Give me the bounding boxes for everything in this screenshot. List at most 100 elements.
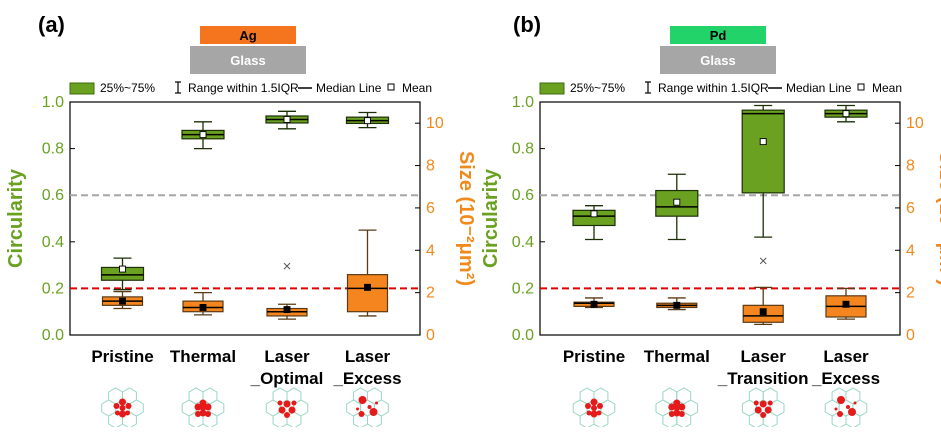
y-axis-title-right: Size (10⁻²μm²) — [935, 151, 941, 286]
particle-dot — [125, 410, 130, 416]
right-tick-label: 6 — [906, 200, 915, 217]
right-tick-label: 10 — [906, 115, 924, 132]
glass-substrate — [660, 46, 776, 74]
particle-dot — [764, 406, 772, 414]
glass-substrate-label: Glass — [700, 53, 735, 68]
glass-substrate — [190, 46, 306, 74]
particle-dot — [596, 410, 602, 416]
particle-pattern-1 — [181, 387, 225, 429]
particle-dot — [291, 400, 297, 406]
particle-dot — [590, 410, 598, 418]
legend-mean-swatch — [857, 83, 865, 91]
category-label-line1: Thermal — [170, 347, 236, 366]
particle-dot — [678, 411, 685, 417]
particle-dot — [195, 411, 201, 417]
outlier-marker — [759, 257, 767, 265]
particle-pattern-6 — [741, 387, 785, 429]
particle-dot — [119, 405, 126, 411]
category-label-line2: _Optimal — [250, 369, 324, 388]
particle-dot — [673, 399, 681, 407]
left-tick-label: 0.2 — [42, 280, 64, 297]
metal-layer — [200, 26, 296, 44]
left-tick-label: 0.2 — [512, 280, 534, 297]
particle-dot — [199, 399, 207, 407]
legend-whisker-label: Range within 1.5IQR — [188, 81, 299, 95]
particle-pattern-5 — [655, 387, 699, 429]
mean-marker — [199, 131, 207, 139]
particle-dot — [753, 400, 759, 406]
left-tick-label: 0.8 — [42, 141, 64, 158]
mean-marker — [673, 198, 681, 206]
circularity-box-0 — [100, 257, 145, 291]
metal-layer-label: Ag — [239, 28, 256, 43]
circularity-box-3 — [824, 104, 868, 123]
mean-marker — [590, 210, 598, 218]
particle-dot — [125, 403, 132, 409]
metal-layer — [670, 26, 766, 44]
category-label-line2: _Excess — [811, 369, 880, 388]
mean-marker — [119, 265, 126, 273]
category-label-line1: Laser — [741, 347, 787, 366]
mean-marker — [759, 138, 767, 146]
particle-dot — [591, 405, 597, 411]
left-tick-label: 0.0 — [42, 327, 64, 344]
right-tick-label: 2 — [906, 285, 915, 302]
size-box-1 — [656, 297, 698, 311]
mean-marker — [199, 304, 207, 311]
mean-marker — [119, 297, 126, 305]
category-label-line2: _Excess — [332, 369, 401, 388]
particle-dot — [597, 403, 603, 409]
left-tick-label: 0.4 — [42, 234, 64, 251]
circularity-box-3 — [345, 111, 390, 129]
left-tick-label: 0.6 — [42, 187, 64, 204]
right-tick-label: 8 — [426, 158, 435, 175]
legend-box-swatch — [539, 82, 565, 95]
legend-median-label: Median Line — [786, 81, 852, 95]
particle-dot — [283, 400, 291, 408]
right-tick-label: 0 — [426, 327, 435, 344]
particle-dot — [586, 410, 592, 416]
particle-dot — [367, 405, 372, 409]
particle-dot — [678, 403, 686, 411]
left-tick-label: 0.6 — [512, 187, 534, 204]
particle-dot — [767, 400, 773, 406]
particle-dot — [205, 411, 211, 417]
legend-mean-label: Mean — [402, 81, 432, 95]
right-tick-label: 0 — [906, 327, 915, 344]
category-label-line1: Pristine — [563, 347, 625, 366]
particle-dot — [754, 406, 762, 414]
category-label-line1: Pristine — [91, 347, 153, 366]
hexagon-cell — [367, 387, 382, 405]
particle-dot — [113, 403, 120, 409]
box-iqr — [655, 189, 699, 217]
size-box-2 — [742, 257, 784, 326]
right-tick-label: 4 — [906, 242, 915, 259]
plot-frame — [539, 101, 901, 336]
left-tick-label: 1.0 — [512, 94, 534, 111]
legend-mean-swatch — [387, 83, 395, 91]
right-tick-label: 4 — [426, 242, 435, 259]
particle-dot — [846, 405, 850, 409]
particle-dot — [115, 410, 120, 416]
particle-pattern-2 — [265, 387, 309, 429]
glass-substrate-label: Glass — [230, 53, 265, 68]
particle-dot — [119, 410, 126, 418]
particle-dot — [673, 409, 681, 417]
circularity-box-2 — [265, 110, 309, 130]
particle-dot — [288, 406, 296, 414]
category-label-line2: _Transition — [717, 369, 809, 388]
panel-label: (b) — [513, 12, 541, 37]
hexagon-cell — [831, 387, 847, 405]
circularity-box-0 — [572, 205, 616, 241]
plot-frame — [69, 101, 421, 336]
legend-mean-label: Mean — [872, 81, 902, 95]
legend-whisker-label: Range within 1.5IQR — [658, 81, 769, 95]
mean-marker — [283, 116, 291, 123]
particle-dot — [358, 411, 365, 417]
size-box-1 — [182, 291, 224, 316]
particle-pattern-4 — [572, 387, 616, 429]
legend-box-label: 25%~75% — [570, 81, 625, 95]
size-box-2 — [266, 262, 308, 320]
